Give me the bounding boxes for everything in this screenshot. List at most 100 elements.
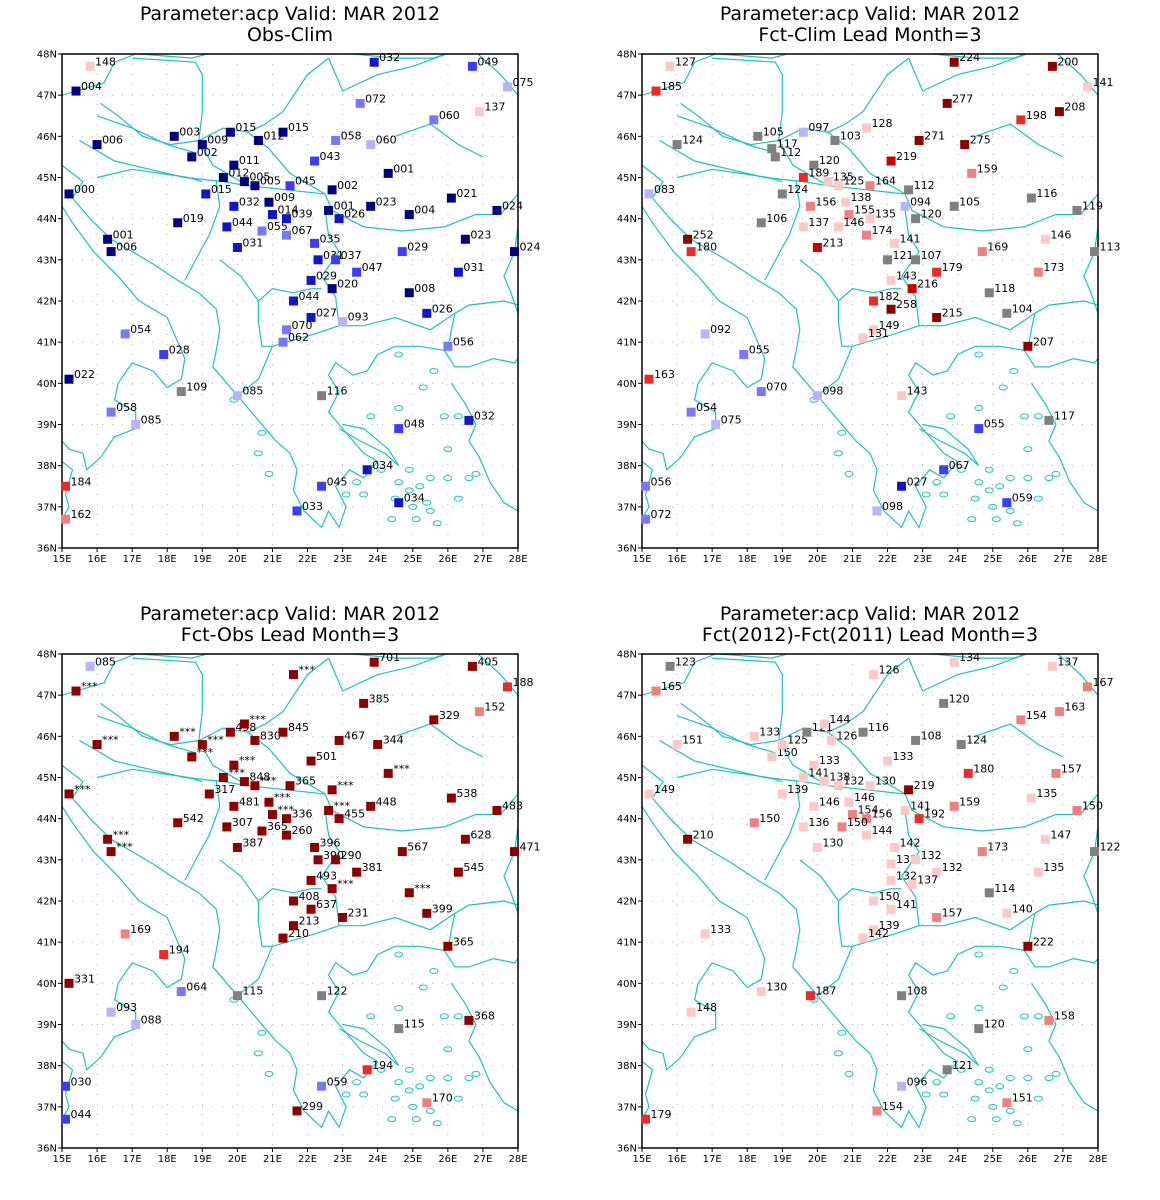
island-outline <box>998 384 1008 391</box>
island-outline <box>415 1083 425 1090</box>
station-marker <box>1044 1015 1054 1025</box>
coastline <box>96 168 203 183</box>
coastline <box>328 57 413 92</box>
island-outline <box>443 446 453 453</box>
station-value-label: 075 <box>512 76 533 89</box>
island-outline <box>1019 413 1029 420</box>
station-value-label: 130 <box>875 775 896 788</box>
station-marker <box>890 842 900 852</box>
station-value-label: 005 <box>249 171 270 184</box>
station-value-label: 094 <box>910 195 931 208</box>
coastline <box>676 168 783 183</box>
island-outline <box>1033 1013 1043 1020</box>
coastline <box>676 715 776 754</box>
station-value-label: 023 <box>376 195 397 208</box>
station-value-label: 135 <box>833 171 854 184</box>
lat-tick-label: 45N <box>37 173 57 184</box>
station-marker <box>767 752 777 762</box>
station-value-label: 156 <box>871 808 892 821</box>
station-marker <box>120 329 130 339</box>
station-value-label: 049 <box>477 55 498 68</box>
lon-tick-label: 21E <box>843 554 862 565</box>
station-value-label: 008 <box>414 282 435 295</box>
station-marker <box>756 218 766 228</box>
island-outline <box>425 507 435 514</box>
station-marker <box>204 789 214 799</box>
station-value-label: 056 <box>453 335 474 348</box>
lat-tick-label: 42N <box>37 897 57 908</box>
station-marker <box>1002 498 1012 508</box>
station-value-label: 130 <box>766 981 787 994</box>
island-outline <box>995 1083 1005 1090</box>
coastline <box>817 946 854 997</box>
station-marker <box>257 826 267 836</box>
station-value-label: 174 <box>871 224 892 237</box>
station-value-label: 059 <box>327 1075 348 1088</box>
coastline <box>680 57 909 146</box>
lon-tick-label: 18E <box>158 554 177 565</box>
island-outline <box>988 1103 998 1110</box>
island-outline <box>837 1029 847 1036</box>
lat-tick-label: 43N <box>37 855 57 866</box>
station-value-label: 107 <box>921 249 942 262</box>
station-marker <box>313 255 323 265</box>
station-marker <box>250 181 260 191</box>
station-value-label: 365 <box>295 775 316 788</box>
island-outline <box>432 520 442 527</box>
island-outline <box>404 1087 414 1094</box>
panel-fct-clim: Parameter:acp Valid: MAR 2012 Fct-Clim L… <box>580 0 1160 600</box>
station-marker <box>324 805 334 815</box>
station-marker <box>187 152 197 162</box>
station-marker <box>64 978 74 988</box>
coastline <box>719 654 1028 659</box>
island-outline <box>970 495 980 502</box>
station-marker <box>1033 267 1043 277</box>
island-outline <box>443 1075 453 1082</box>
station-marker <box>939 698 949 708</box>
station-marker <box>169 131 179 141</box>
station-marker <box>777 789 787 799</box>
station-value-label: 331 <box>74 972 95 985</box>
station-value-label: 154 <box>882 1100 903 1113</box>
island-outline <box>394 1005 404 1012</box>
station-marker <box>453 267 463 277</box>
station-marker <box>443 941 453 951</box>
station-value-label: 845 <box>288 721 309 734</box>
station-marker <box>201 189 211 199</box>
station-value-label: 133 <box>759 725 780 738</box>
station-value-label: 006 <box>102 134 123 147</box>
station-value-label: *** <box>113 828 130 841</box>
station-marker <box>446 193 456 203</box>
station-marker <box>278 727 288 737</box>
station-marker <box>865 214 875 224</box>
station-value-label: 125 <box>843 175 864 188</box>
panel-title-line-1: Parameter:acp Valid: MAR 2012 <box>139 603 441 625</box>
island-outline <box>453 413 463 420</box>
station-marker <box>644 374 654 384</box>
coastline <box>764 181 801 281</box>
station-marker <box>85 661 95 671</box>
station-marker <box>106 247 116 257</box>
lat-tick-label: 39N <box>37 420 57 431</box>
station-marker <box>278 337 288 347</box>
station-marker <box>131 1020 141 1029</box>
station-value-label: 299 <box>302 1100 323 1113</box>
station-value-label: *** <box>299 664 316 677</box>
coastline <box>62 54 136 96</box>
lat-tick-label: 46N <box>37 132 57 143</box>
station-value-label: 060 <box>439 109 460 122</box>
lon-tick-label: 16E <box>88 554 107 565</box>
island-outline <box>394 951 404 958</box>
coastline <box>338 423 400 467</box>
island-outline <box>921 491 931 498</box>
station-marker <box>833 222 843 232</box>
island-outline <box>429 367 439 374</box>
lat-tick-label: 36N <box>617 1144 637 1155</box>
station-marker <box>886 304 896 314</box>
coastline <box>659 739 828 787</box>
station-value-label: 043 <box>320 150 341 163</box>
lon-tick-label: 18E <box>738 554 757 565</box>
station-value-label: 058 <box>341 129 362 142</box>
coastline <box>62 764 518 1129</box>
station-value-label: 307 <box>232 816 253 829</box>
